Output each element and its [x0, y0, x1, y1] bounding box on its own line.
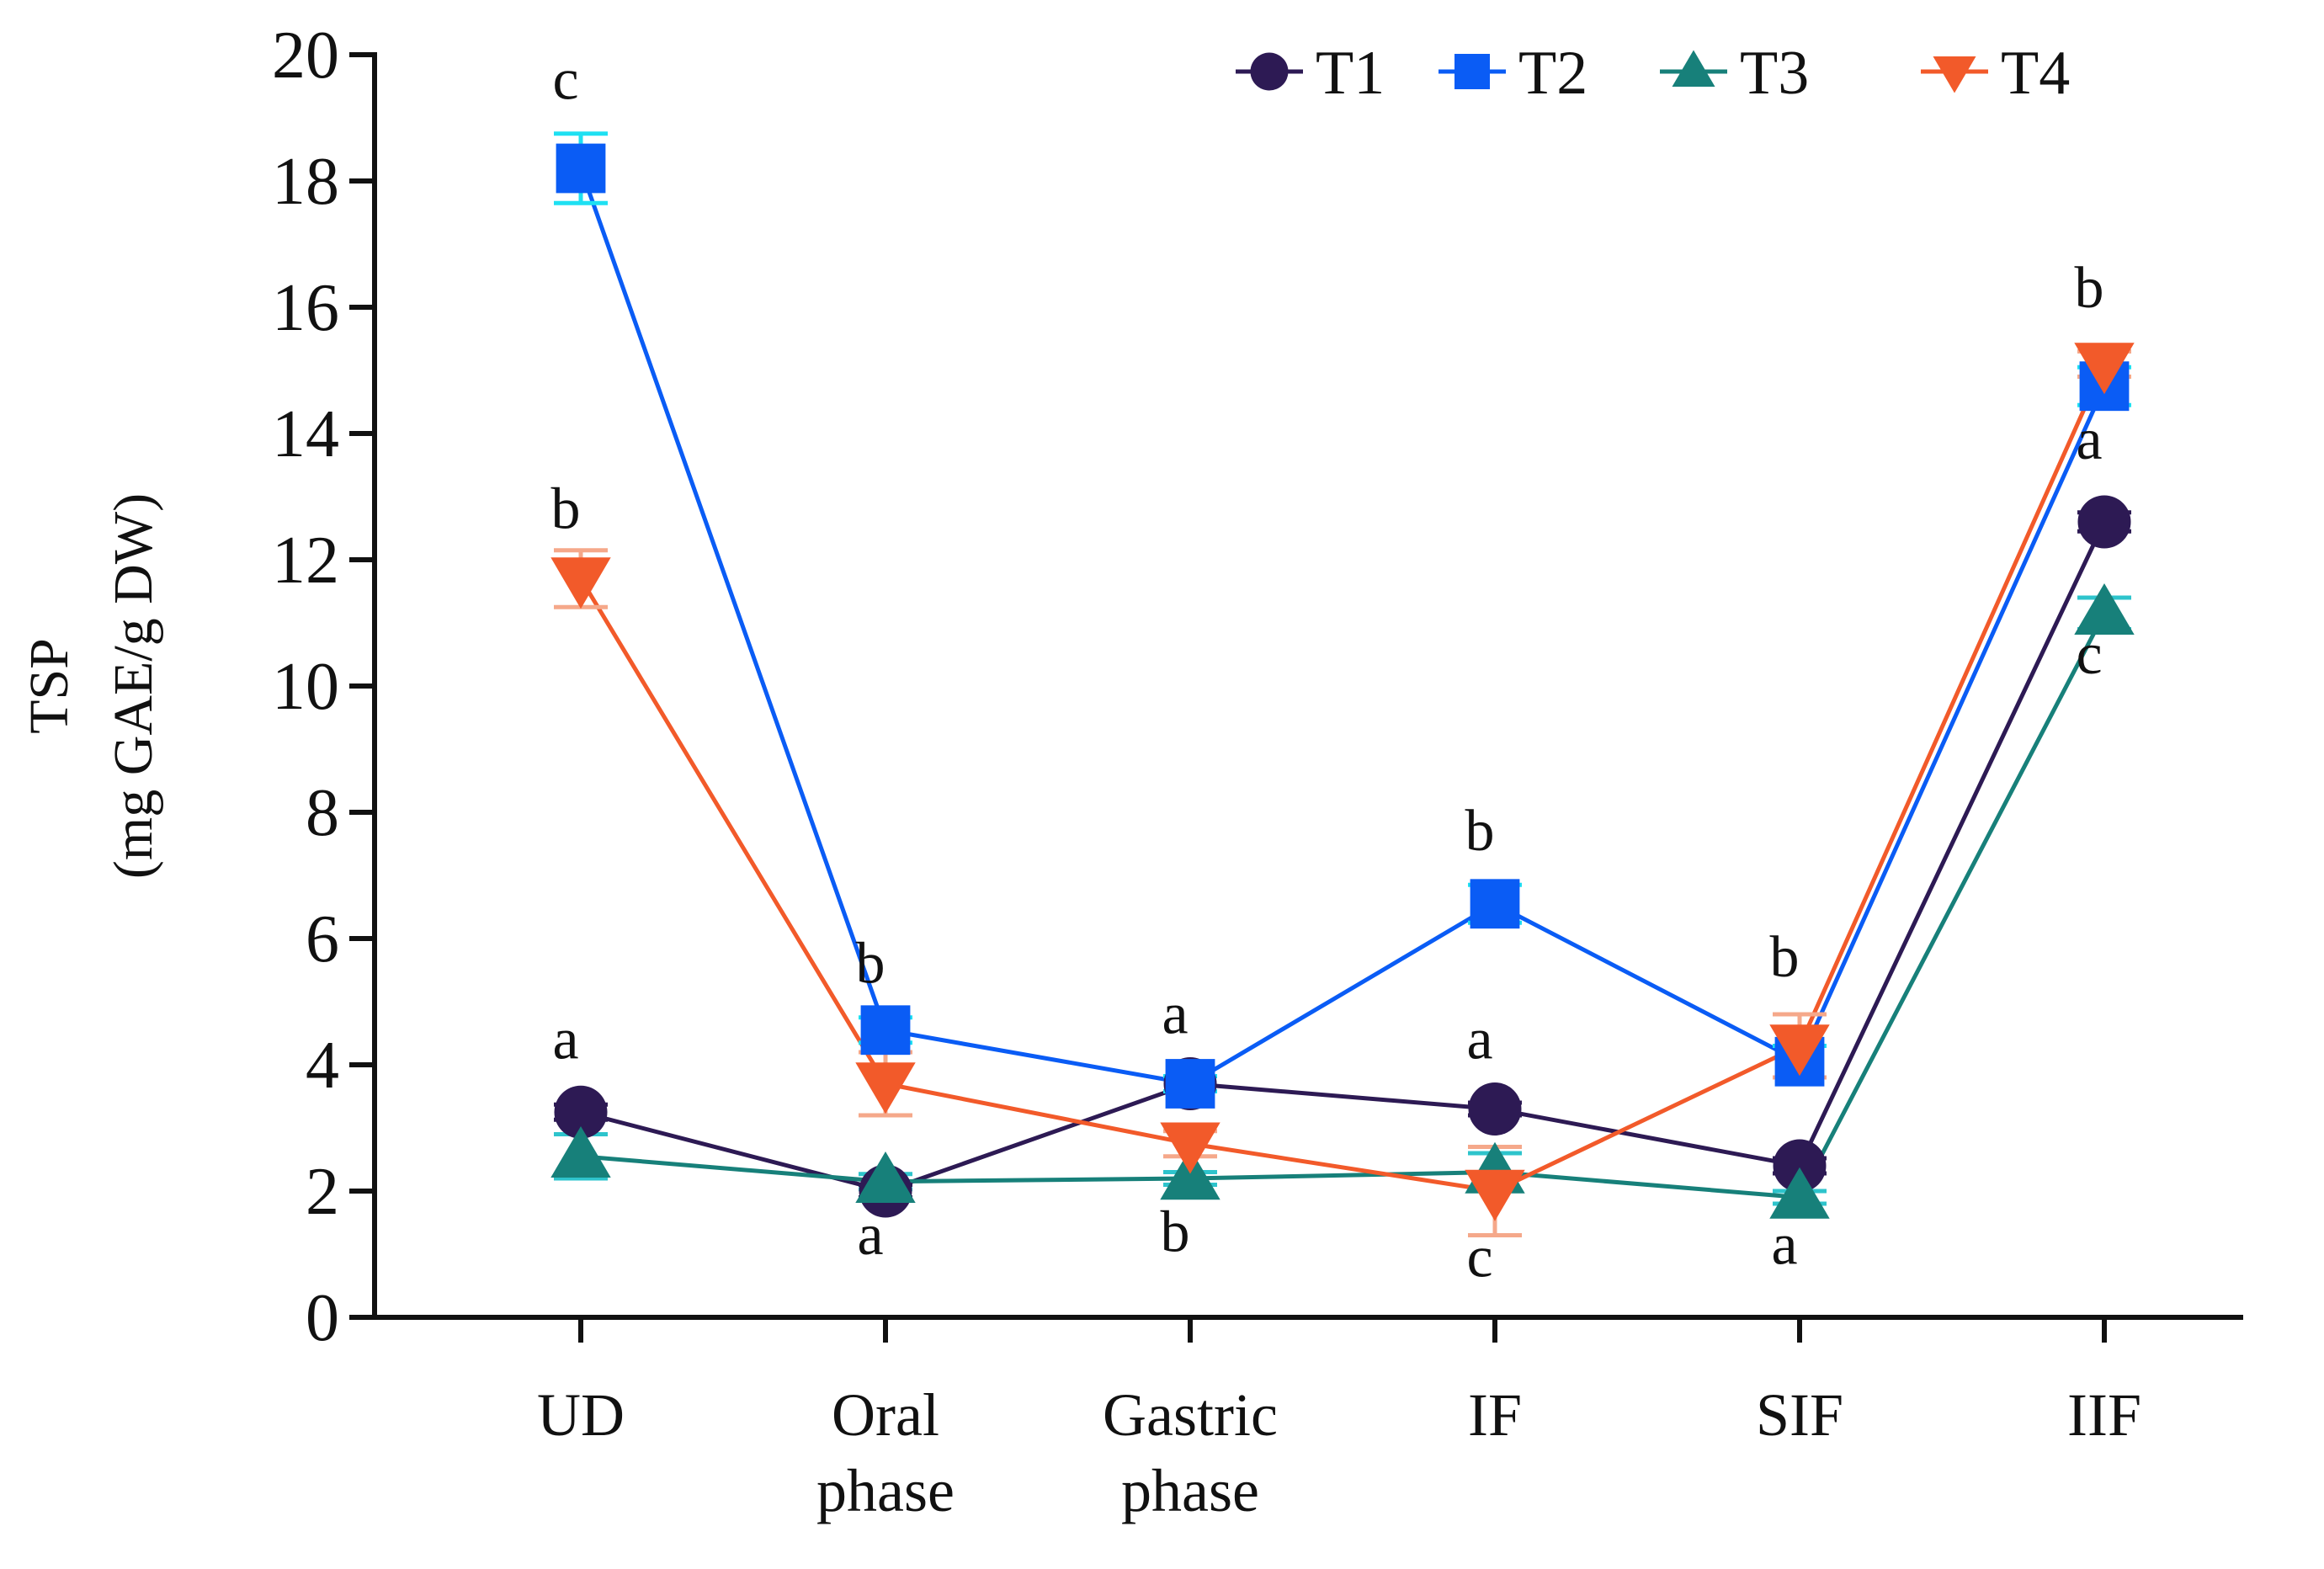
legend-marker-T1	[1250, 52, 1289, 91]
significance-letter: a	[2076, 407, 2102, 472]
significance-letter: a	[552, 1008, 578, 1072]
point-T3	[550, 1126, 611, 1178]
significance-letter: b	[551, 477, 581, 542]
x-tick-label-line: IF	[1468, 1381, 1522, 1449]
y-tick-label: 6	[306, 902, 339, 976]
y-axis-title-line: (mg GAE/g DW)	[103, 493, 164, 879]
line-T4	[578, 363, 2107, 1194]
significance-letter: a	[1466, 1008, 1492, 1072]
point-T1	[1773, 1139, 1827, 1193]
y-tick-label: 14	[272, 397, 339, 471]
point-T1	[2077, 495, 2131, 549]
significance-letter: a	[1771, 1212, 1797, 1277]
y-tick-label: 20	[272, 19, 339, 93]
point-T4	[1465, 1169, 1525, 1221]
series-lines	[578, 168, 2107, 1200]
significance-letter: c	[2076, 622, 2102, 687]
point-T3	[2074, 583, 2135, 635]
legend-label-T2: T2	[1518, 39, 1587, 108]
y-tick-label: 16	[272, 271, 339, 345]
series-markers	[550, 143, 2135, 1221]
significance-letter: c	[1466, 1225, 1492, 1290]
significance-letter: b	[1770, 925, 1800, 990]
y-tick-label: 12	[272, 524, 339, 598]
line-T1	[580, 520, 2107, 1194]
y-axis-label: TSP (mg GAE/g DW)	[19, 493, 164, 879]
error-bars	[554, 131, 2131, 1237]
y-axis-title-line: TSP	[19, 638, 80, 734]
x-tick-label-line: UD	[537, 1381, 625, 1449]
point-T4	[855, 1062, 916, 1114]
x-tick-label-line: Gastric	[1103, 1381, 1278, 1449]
significance-letter: a	[1162, 982, 1188, 1047]
y-tick-label: 4	[306, 1029, 339, 1103]
legend-marker-T3	[1672, 50, 1715, 87]
x-tick-label: Gastric phase	[1103, 1381, 1278, 1524]
legend-label-T3: T3	[1740, 39, 1809, 108]
x-tick-label: SIF	[1756, 1381, 1843, 1449]
significance-letter: b	[1161, 1199, 1190, 1264]
point-T4	[1769, 1024, 1830, 1077]
y-tick-label: 10	[272, 650, 339, 724]
point-T4	[550, 557, 611, 609]
significance-letter: a	[857, 1203, 883, 1268]
point-T3	[1160, 1148, 1220, 1200]
point-T3	[1769, 1167, 1830, 1219]
x-tick-label: IF	[1468, 1381, 1522, 1449]
x-tick-label-line: phase	[816, 1457, 955, 1524]
y-tick-label: 0	[306, 1281, 339, 1355]
legend-label-T4: T4	[2001, 39, 2070, 108]
line-T3	[580, 612, 2107, 1200]
point-T4	[2074, 343, 2135, 395]
y-tick-label: 8	[306, 776, 339, 850]
legend-marker-T4	[1933, 56, 1976, 93]
point-T2	[860, 1005, 911, 1056]
legend-marker-T2	[1454, 54, 1490, 89]
x-tick-label-line: phase	[1121, 1457, 1259, 1524]
point-T2	[1470, 879, 1520, 929]
significance-letter: b	[856, 932, 885, 997]
significance-letters: c b a b a a b b a c b a b a c	[551, 48, 2104, 1290]
legend: T1 T2 T3 T4	[1236, 39, 2070, 108]
point-T3	[855, 1151, 916, 1203]
x-tick-label-line: SIF	[1756, 1381, 1843, 1449]
significance-letter: c	[552, 48, 578, 113]
point-T1	[1468, 1082, 1522, 1136]
line-T2	[578, 168, 2107, 1087]
x-tick-label-line: IIF	[2067, 1381, 2141, 1449]
y-axis-title: TSP (mg GAE/g DW)	[19, 493, 164, 879]
point-T2	[556, 143, 606, 194]
point-T1	[554, 1085, 608, 1139]
axes: 0 2 4 6 8 10 12 14 16 18 20 UD Oral phase Gastric phase…	[272, 19, 2243, 1524]
legend-label-T1: T1	[1316, 39, 1385, 108]
x-tick-label: Oral phase	[816, 1381, 955, 1524]
point-T4	[1160, 1122, 1220, 1174]
y-tick-label: 2	[306, 1155, 339, 1229]
x-tick-label: IIF	[2067, 1381, 2141, 1449]
x-tick-label: UD	[537, 1381, 625, 1449]
significance-letter: b	[1465, 799, 1495, 864]
x-tick-label-line: Oral	[832, 1381, 939, 1449]
y-tick-label: 18	[272, 145, 339, 219]
point-T2	[1165, 1059, 1215, 1109]
significance-letter: b	[2075, 256, 2104, 321]
